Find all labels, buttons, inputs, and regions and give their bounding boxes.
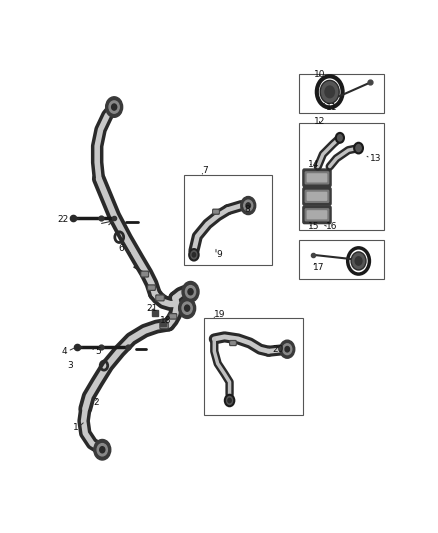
Circle shape xyxy=(227,398,232,403)
Circle shape xyxy=(354,143,363,154)
FancyBboxPatch shape xyxy=(213,209,219,214)
FancyBboxPatch shape xyxy=(169,314,177,319)
Text: 20: 20 xyxy=(272,345,283,354)
Circle shape xyxy=(188,289,193,295)
Circle shape xyxy=(225,395,234,406)
FancyBboxPatch shape xyxy=(230,341,236,345)
Text: 9: 9 xyxy=(216,251,222,259)
Text: 12: 12 xyxy=(314,117,325,126)
FancyBboxPatch shape xyxy=(303,206,331,224)
Text: 13: 13 xyxy=(371,154,382,163)
Circle shape xyxy=(182,281,199,302)
Text: 4: 4 xyxy=(62,347,67,356)
Text: 10: 10 xyxy=(314,70,325,79)
Circle shape xyxy=(324,85,335,99)
Circle shape xyxy=(351,252,366,270)
FancyBboxPatch shape xyxy=(307,174,327,182)
Circle shape xyxy=(94,440,111,460)
Circle shape xyxy=(280,340,295,358)
Circle shape xyxy=(244,200,253,211)
FancyBboxPatch shape xyxy=(149,286,154,289)
Circle shape xyxy=(179,298,196,318)
Circle shape xyxy=(189,249,199,261)
FancyBboxPatch shape xyxy=(307,192,327,200)
FancyBboxPatch shape xyxy=(303,188,331,205)
Circle shape xyxy=(320,80,339,103)
Circle shape xyxy=(354,256,363,266)
Text: 16: 16 xyxy=(326,222,338,231)
Circle shape xyxy=(112,104,117,110)
FancyBboxPatch shape xyxy=(231,342,235,344)
FancyBboxPatch shape xyxy=(214,211,218,213)
Text: 22: 22 xyxy=(57,215,68,224)
Text: 2: 2 xyxy=(94,398,99,407)
Text: 1: 1 xyxy=(73,423,78,432)
Bar xyxy=(204,318,303,415)
FancyBboxPatch shape xyxy=(156,295,164,301)
FancyBboxPatch shape xyxy=(157,296,163,300)
FancyBboxPatch shape xyxy=(161,324,167,327)
Circle shape xyxy=(182,302,192,314)
Circle shape xyxy=(285,346,290,352)
FancyBboxPatch shape xyxy=(305,209,328,221)
FancyBboxPatch shape xyxy=(142,272,148,276)
Circle shape xyxy=(109,101,119,113)
FancyBboxPatch shape xyxy=(141,271,148,277)
Circle shape xyxy=(185,286,196,298)
FancyBboxPatch shape xyxy=(305,190,328,202)
Circle shape xyxy=(336,133,344,143)
FancyBboxPatch shape xyxy=(160,323,168,329)
Text: 19: 19 xyxy=(214,310,226,319)
Text: 8: 8 xyxy=(245,205,251,214)
Circle shape xyxy=(97,443,107,456)
Text: 18: 18 xyxy=(160,316,172,325)
Circle shape xyxy=(106,97,123,117)
Circle shape xyxy=(241,197,256,215)
Circle shape xyxy=(191,252,196,257)
Text: 5: 5 xyxy=(95,347,101,356)
Bar xyxy=(299,74,384,113)
Circle shape xyxy=(246,203,251,208)
Text: 15: 15 xyxy=(307,222,319,231)
Bar xyxy=(184,175,272,265)
Text: 11: 11 xyxy=(326,102,338,111)
Text: 7: 7 xyxy=(202,166,208,175)
Circle shape xyxy=(283,344,292,354)
Bar xyxy=(299,124,384,230)
Text: 3: 3 xyxy=(67,361,74,370)
Text: 14: 14 xyxy=(307,160,319,169)
Text: 17: 17 xyxy=(313,263,324,272)
Circle shape xyxy=(184,305,190,311)
Circle shape xyxy=(100,447,105,453)
Text: 21: 21 xyxy=(146,304,158,313)
Bar xyxy=(299,240,384,279)
FancyBboxPatch shape xyxy=(307,211,327,219)
FancyBboxPatch shape xyxy=(148,285,155,290)
FancyBboxPatch shape xyxy=(305,172,328,184)
Text: 6: 6 xyxy=(119,244,124,253)
FancyBboxPatch shape xyxy=(303,169,331,187)
FancyBboxPatch shape xyxy=(170,315,176,318)
